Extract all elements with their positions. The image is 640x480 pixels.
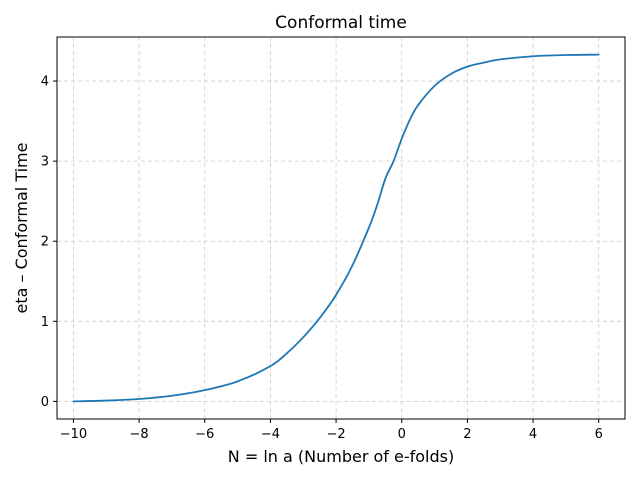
x-tick-label: −6 [195,427,214,442]
x-tick-label: −4 [261,427,280,442]
y-tick-label: 2 [41,235,49,250]
series-line [72,53,600,403]
x-tick-label: −10 [60,427,87,442]
plot-area [72,53,600,403]
x-axis-label: N = ln a (Number of e-folds) [228,447,454,466]
x-tick-label: −8 [129,427,148,442]
x-tick-label: 6 [595,427,603,442]
chart-title: Conformal time [275,13,407,33]
x-tick-label: 2 [463,427,471,442]
y-tick-label: 4 [41,75,49,90]
grid [57,37,625,419]
y-tick-label: 3 [41,155,49,170]
x-tick-label: 0 [398,427,406,442]
ticks: −10 −8 −6 −4 −2 0 2 4 6 0 1 2 3 4 [41,75,603,442]
y-axis-label: eta – Conformal Time [12,143,31,314]
x-tick-label: −2 [326,427,345,442]
axes-frame [56,36,626,420]
y-tick-label: 0 [41,395,49,410]
x-tick-label: 4 [529,427,537,442]
y-tick-label: 1 [41,315,49,330]
